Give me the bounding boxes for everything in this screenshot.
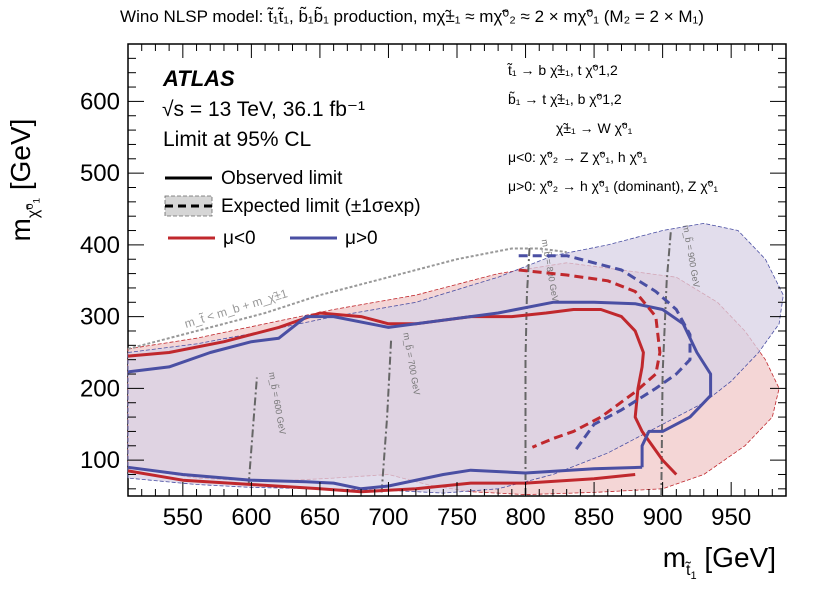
x-tick-label: 900 — [643, 504, 683, 531]
mu-neg-expected-curve — [518, 268, 662, 449]
y-tick-label: 200 — [80, 375, 120, 402]
limit-curves — [127, 254, 713, 494]
cl-label: Limit at 95% CL — [163, 128, 311, 151]
kinematic-line — [127, 247, 567, 350]
x-tick-label: 800 — [506, 504, 546, 531]
x-tick-label: 700 — [368, 504, 408, 531]
y-tick-label: 600 — [80, 88, 120, 115]
x-tick-label: 550 — [163, 504, 203, 531]
decay-chargino: χ̃±₁ → W χ̃⁰₁ — [556, 120, 633, 136]
sbottom-line-800 — [524, 244, 531, 496]
y-tick-label: 300 — [80, 304, 120, 331]
sbottom-line-700 — [380, 338, 393, 493]
decay-stop: t̃₁ → b χ̃±₁, t χ̃⁰1,2 — [507, 62, 618, 78]
decay-mu-pos: μ>0: χ̃⁰₂ → h χ̃⁰₁ (dominant), Z χ̃⁰₁ — [508, 178, 718, 194]
mu-pos-expected-band — [127, 222, 784, 494]
kinematic-limit — [127, 247, 567, 350]
chart-title: Wino NLSP model: t̃₁t̃₁, b̃₁b̃₁ producti… — [120, 6, 704, 26]
mu-pos-expected-curve — [518, 254, 692, 454]
decay-mu-neg: μ<0: χ̃⁰₂ → Z χ̃⁰₁, h χ̃⁰₁ — [508, 149, 648, 165]
mu-pos-observed-curve — [127, 300, 713, 468]
legend-mu-neg: μ<0 — [223, 228, 256, 249]
x-axis-label: mt̃1 [GeV] — [663, 542, 776, 582]
legend-expected: Expected limit (±1σexp) — [221, 196, 421, 217]
y-tick-label: 100 — [80, 447, 120, 474]
sbottom-line-600 — [247, 377, 258, 486]
mu-pos-observed-lower-curve — [127, 465, 643, 491]
y-tick-label: 400 — [80, 232, 120, 259]
expected-bands — [127, 222, 784, 496]
x-tick-label: 600 — [231, 504, 271, 531]
x-tick-label: 850 — [574, 504, 614, 531]
experiment-label: ATLAS — [162, 66, 235, 91]
x-tick-label: 750 — [437, 504, 477, 531]
x-tick-label: 650 — [300, 504, 340, 531]
y-axis-label: mχ̃⁰₁ [GeV] — [5, 119, 42, 242]
legend-mu-pos: μ>0 — [345, 228, 378, 249]
legend-observed: Observed limit — [221, 168, 343, 189]
energy-label: √s = 13 TeV, 36.1 fb⁻¹ — [162, 98, 365, 121]
sbottom-line-900 — [660, 230, 672, 497]
x-tick-label: 950 — [711, 504, 751, 531]
y-tick-label: 500 — [80, 160, 120, 187]
decay-sbottom: b̃₁ → t χ̃±₁, b χ̃⁰1,2 — [508, 91, 622, 107]
axis-ticks: 550 600 650 700 750 800 850 900 950 100 200 300 400 5… — [80, 44, 786, 531]
